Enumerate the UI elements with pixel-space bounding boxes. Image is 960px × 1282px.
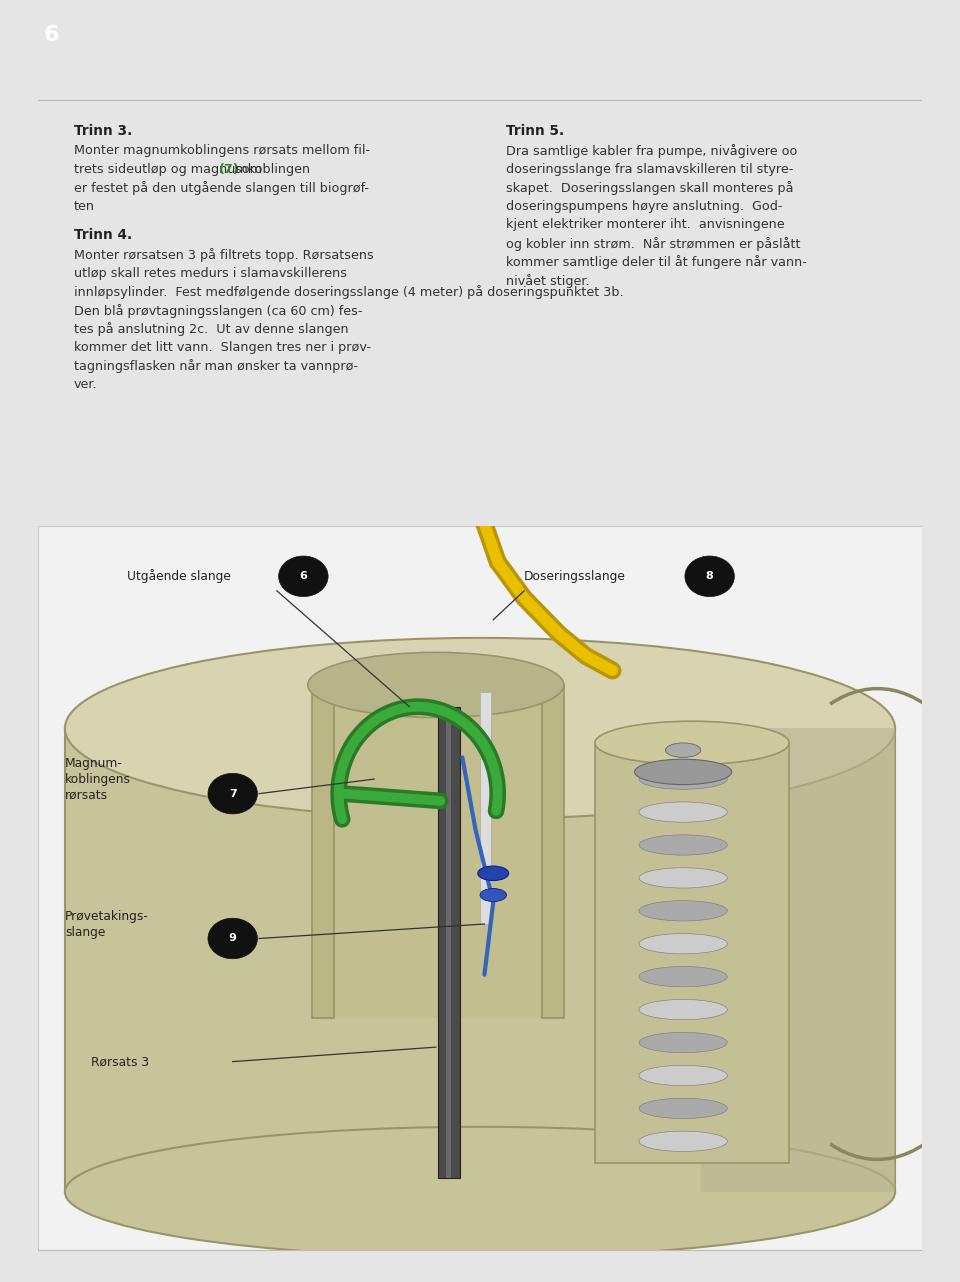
Text: 9: 9 <box>228 933 237 944</box>
Text: kommer det litt vann.  Slangen tres ner i prøv-: kommer det litt vann. Slangen tres ner i… <box>74 341 371 354</box>
Text: 8: 8 <box>706 572 713 581</box>
Ellipse shape <box>595 722 789 764</box>
Ellipse shape <box>639 803 728 822</box>
Ellipse shape <box>639 835 728 855</box>
Circle shape <box>208 918 257 959</box>
Ellipse shape <box>639 933 728 954</box>
Polygon shape <box>312 685 334 1018</box>
Ellipse shape <box>308 653 564 718</box>
Text: ten: ten <box>74 200 95 213</box>
Polygon shape <box>65 728 895 1192</box>
Text: doseringspumpens høyre anslutning.  God-: doseringspumpens høyre anslutning. God- <box>507 200 783 213</box>
Ellipse shape <box>639 1131 728 1151</box>
Ellipse shape <box>639 1032 728 1053</box>
Ellipse shape <box>635 759 732 785</box>
Bar <box>480 692 491 924</box>
Text: innløpsylinder.  Fest medfølgende doseringsslange (4 meter) på doseringspunktet : innløpsylinder. Fest medfølgende doserin… <box>74 285 623 299</box>
Ellipse shape <box>639 967 728 987</box>
Text: Trinn 3.: Trinn 3. <box>74 124 132 138</box>
Text: Den blå prøvtagningsslangen (ca 60 cm) fes-: Den blå prøvtagningsslangen (ca 60 cm) f… <box>74 304 362 318</box>
Text: tes på anslutning 2c.  Ut av denne slangen: tes på anslutning 2c. Ut av denne slange… <box>74 322 348 336</box>
Bar <box>312 685 541 1018</box>
Text: og kobler inn strøm.  Når strømmen er påslått: og kobler inn strøm. Når strømmen er pås… <box>507 237 801 251</box>
Ellipse shape <box>639 1000 728 1019</box>
Text: nivået stiger.: nivået stiger. <box>507 274 590 288</box>
Text: Trinn 4.: Trinn 4. <box>74 228 132 241</box>
Ellipse shape <box>480 888 507 901</box>
Text: kommer samtlige deler til åt fungere når vann-: kommer samtlige deler til åt fungere når… <box>507 255 807 269</box>
Ellipse shape <box>478 867 509 881</box>
Polygon shape <box>701 728 895 1192</box>
Text: er festet på den utgående slangen till biogrøf-: er festet på den utgående slangen till b… <box>74 181 369 195</box>
Polygon shape <box>541 685 564 1018</box>
Text: trets sideutløp og magnumkoblingen: trets sideutløp og magnumkoblingen <box>74 163 314 176</box>
Text: tagningsflasken når man ønsker ta vannprø-: tagningsflasken når man ønsker ta vannpr… <box>74 359 358 373</box>
Text: Utgående slange: Utgående slange <box>127 569 230 583</box>
Text: doseringsslange fra slamavskilleren til styre-: doseringsslange fra slamavskilleren til … <box>507 163 794 176</box>
Ellipse shape <box>639 901 728 920</box>
Circle shape <box>278 556 328 596</box>
Text: Prøvetakings-
slange: Prøvetakings- slange <box>65 909 149 938</box>
Bar <box>439 706 460 1177</box>
Polygon shape <box>595 742 789 1163</box>
Text: ver.: ver. <box>74 378 97 391</box>
Text: Monter rørsatsen 3 på filtrets topp. Rørsatsens: Monter rørsatsen 3 på filtrets topp. Rør… <box>74 247 373 262</box>
Ellipse shape <box>65 1127 895 1258</box>
Text: 7: 7 <box>228 788 236 799</box>
Text: Dra samtlige kabler fra pumpe, nivågivere oo: Dra samtlige kabler fra pumpe, nivågiver… <box>507 145 798 158</box>
Text: Magnum-
koblingens
rørsats: Magnum- koblingens rørsats <box>65 756 131 801</box>
Circle shape <box>208 773 257 814</box>
Circle shape <box>684 556 734 596</box>
Ellipse shape <box>65 638 895 819</box>
Ellipse shape <box>639 868 728 888</box>
Text: Rørsats 3: Rørsats 3 <box>91 1055 150 1068</box>
Text: som: som <box>231 163 262 176</box>
Text: Monter magnumkoblingens rørsats mellom fil-: Monter magnumkoblingens rørsats mellom f… <box>74 145 370 158</box>
Text: Trinn 5.: Trinn 5. <box>507 124 564 138</box>
Bar <box>445 706 451 1177</box>
Text: kjent elektriker monterer iht.  anvisningene: kjent elektriker monterer iht. anvisning… <box>507 218 785 231</box>
Ellipse shape <box>639 1065 728 1086</box>
Text: 6: 6 <box>300 572 307 581</box>
Text: Doseringsslange: Doseringsslange <box>524 569 626 583</box>
Text: (7): (7) <box>219 163 240 176</box>
Ellipse shape <box>665 742 701 758</box>
Text: utløp skall retes medurs i slamavskillerens: utløp skall retes medurs i slamavskiller… <box>74 267 347 279</box>
Ellipse shape <box>639 769 728 790</box>
Text: 6: 6 <box>43 26 59 45</box>
Text: skapet.  Doseringsslangen skall monteres på: skapet. Doseringsslangen skall monteres … <box>507 181 794 195</box>
Ellipse shape <box>639 1099 728 1118</box>
